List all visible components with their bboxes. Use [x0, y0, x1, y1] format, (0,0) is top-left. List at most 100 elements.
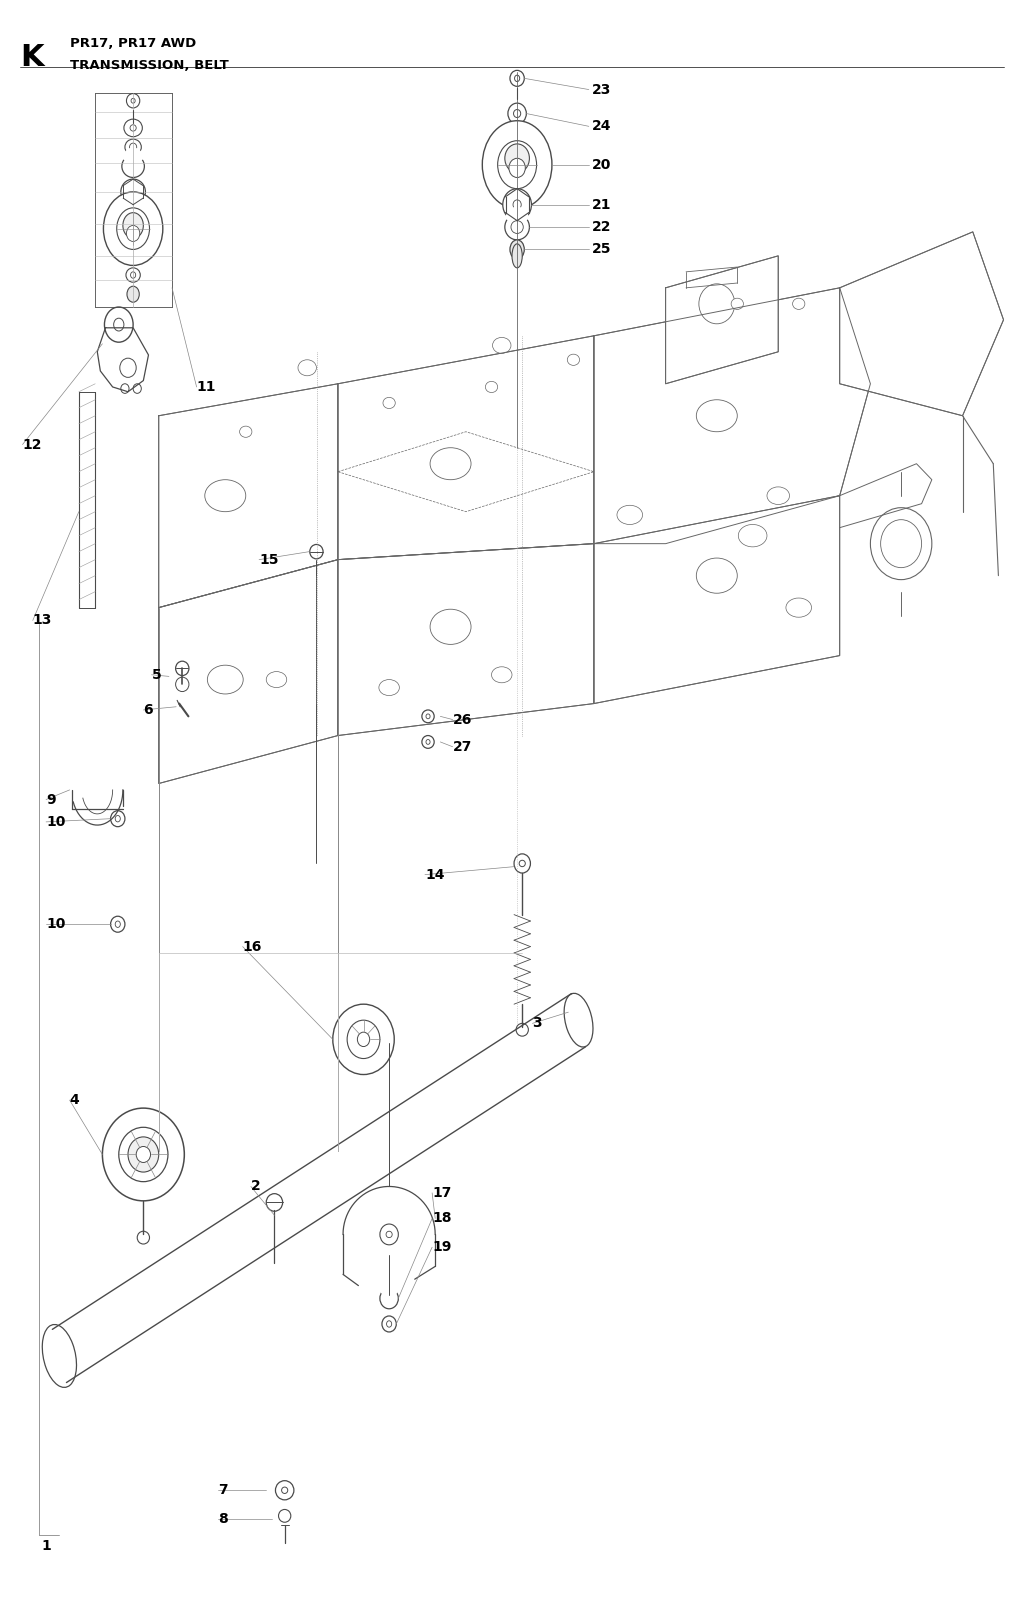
- Ellipse shape: [786, 598, 811, 617]
- Ellipse shape: [512, 245, 522, 269]
- Ellipse shape: [505, 144, 529, 173]
- Ellipse shape: [266, 1193, 283, 1212]
- Ellipse shape: [357, 1033, 370, 1047]
- Text: 7: 7: [218, 1484, 227, 1497]
- Ellipse shape: [133, 384, 141, 393]
- Ellipse shape: [126, 269, 140, 283]
- Text: 20: 20: [592, 158, 611, 171]
- Ellipse shape: [430, 448, 471, 480]
- Polygon shape: [338, 544, 594, 736]
- Ellipse shape: [124, 120, 142, 138]
- Text: 6: 6: [143, 704, 153, 716]
- Ellipse shape: [282, 1487, 288, 1493]
- Ellipse shape: [117, 208, 150, 249]
- Ellipse shape: [42, 1324, 77, 1388]
- Ellipse shape: [498, 141, 537, 189]
- Ellipse shape: [767, 488, 790, 505]
- Ellipse shape: [176, 662, 188, 676]
- Text: 4: 4: [70, 1094, 80, 1107]
- Ellipse shape: [485, 381, 498, 393]
- Text: 16: 16: [243, 940, 262, 953]
- Text: 8: 8: [218, 1513, 228, 1525]
- Polygon shape: [159, 560, 338, 784]
- Ellipse shape: [422, 710, 434, 723]
- Ellipse shape: [793, 297, 805, 310]
- Text: 14: 14: [425, 868, 444, 881]
- Ellipse shape: [870, 508, 932, 580]
- Text: 18: 18: [432, 1212, 452, 1225]
- Ellipse shape: [129, 144, 137, 152]
- Ellipse shape: [266, 672, 287, 688]
- Text: K: K: [20, 43, 44, 72]
- Ellipse shape: [127, 93, 139, 109]
- Ellipse shape: [511, 221, 523, 233]
- Ellipse shape: [514, 854, 530, 873]
- Ellipse shape: [515, 75, 519, 82]
- Ellipse shape: [275, 1481, 294, 1500]
- Text: 17: 17: [432, 1186, 452, 1199]
- Ellipse shape: [309, 545, 324, 560]
- Text: 22: 22: [592, 221, 611, 233]
- Wedge shape: [123, 149, 143, 166]
- Ellipse shape: [698, 285, 734, 325]
- Ellipse shape: [111, 916, 125, 932]
- Ellipse shape: [881, 520, 922, 568]
- Ellipse shape: [493, 337, 511, 353]
- Ellipse shape: [430, 609, 471, 644]
- Ellipse shape: [128, 1137, 159, 1172]
- Text: 15: 15: [259, 553, 279, 566]
- Ellipse shape: [103, 192, 163, 265]
- Polygon shape: [840, 232, 1004, 416]
- Text: 12: 12: [23, 438, 42, 451]
- Ellipse shape: [514, 109, 520, 118]
- Ellipse shape: [731, 297, 743, 310]
- Ellipse shape: [205, 480, 246, 512]
- Text: 9: 9: [46, 793, 55, 806]
- Polygon shape: [666, 256, 778, 384]
- Ellipse shape: [298, 360, 316, 376]
- Polygon shape: [594, 288, 870, 544]
- Text: 13: 13: [33, 614, 52, 627]
- Ellipse shape: [279, 1509, 291, 1522]
- Ellipse shape: [333, 1004, 394, 1075]
- Ellipse shape: [125, 139, 141, 155]
- Ellipse shape: [104, 307, 133, 342]
- Ellipse shape: [207, 665, 244, 694]
- Text: 10: 10: [46, 815, 66, 828]
- Text: 19: 19: [432, 1241, 452, 1254]
- Ellipse shape: [127, 286, 139, 302]
- Polygon shape: [159, 384, 338, 608]
- Text: PR17, PR17 AWD: PR17, PR17 AWD: [70, 37, 196, 50]
- Ellipse shape: [176, 678, 188, 692]
- Text: 1: 1: [41, 1540, 51, 1553]
- Ellipse shape: [387, 1321, 392, 1327]
- Ellipse shape: [426, 713, 430, 720]
- Ellipse shape: [503, 189, 531, 221]
- Ellipse shape: [422, 736, 434, 748]
- Ellipse shape: [131, 99, 135, 104]
- Ellipse shape: [123, 213, 143, 238]
- Text: 27: 27: [453, 740, 472, 753]
- Ellipse shape: [567, 355, 580, 366]
- Ellipse shape: [383, 397, 395, 409]
- Ellipse shape: [510, 240, 524, 259]
- Text: TRANSMISSION, BELT: TRANSMISSION, BELT: [70, 59, 228, 72]
- Ellipse shape: [131, 272, 135, 278]
- Ellipse shape: [513, 200, 521, 209]
- Ellipse shape: [120, 358, 136, 377]
- Ellipse shape: [510, 70, 524, 86]
- Text: 11: 11: [197, 381, 216, 393]
- Ellipse shape: [127, 225, 139, 241]
- Ellipse shape: [492, 667, 512, 683]
- Ellipse shape: [115, 921, 121, 927]
- Ellipse shape: [380, 1289, 398, 1308]
- Wedge shape: [507, 208, 527, 227]
- Text: 23: 23: [592, 83, 611, 96]
- Ellipse shape: [136, 1146, 151, 1162]
- Ellipse shape: [519, 860, 525, 867]
- Text: 25: 25: [592, 243, 611, 256]
- Ellipse shape: [379, 680, 399, 696]
- Ellipse shape: [137, 1231, 150, 1244]
- Text: 26: 26: [453, 713, 472, 726]
- Wedge shape: [381, 1284, 397, 1298]
